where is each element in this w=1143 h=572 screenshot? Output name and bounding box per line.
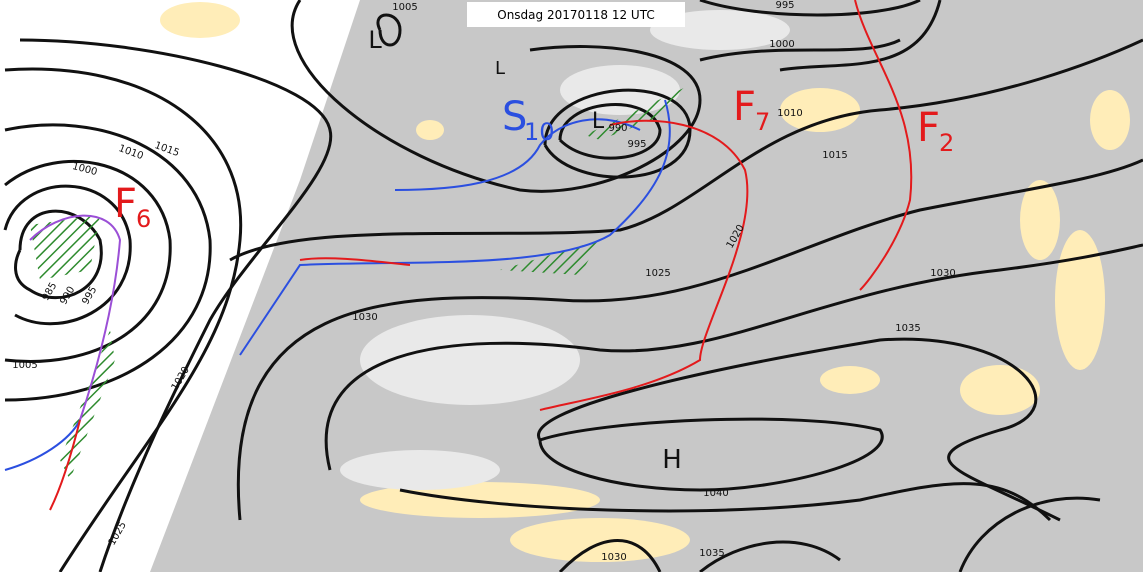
- isobar-label: 1040: [703, 488, 728, 499]
- isobar-label: 1030: [352, 312, 377, 323]
- isobar-label: 1015: [822, 150, 847, 161]
- isobar-label: 1005: [392, 2, 417, 13]
- pressure-center: L: [368, 26, 382, 54]
- outside-domain: [0, 0, 360, 572]
- isobars: [3, 0, 1143, 572]
- isobar-label: 1010: [777, 108, 802, 119]
- isobar-label: 1035: [699, 548, 724, 559]
- front-index: 7: [755, 108, 770, 136]
- isobar-label: 995: [627, 139, 646, 150]
- map-title: Onsdag 20170118 12 UTC: [497, 8, 654, 22]
- land: [160, 2, 1130, 562]
- isobar-label: 1030: [601, 552, 626, 563]
- front-index: 6: [136, 205, 151, 233]
- front-label: S: [502, 94, 527, 140]
- fronts: [4, 0, 913, 511]
- isobar-label: 1030: [930, 268, 955, 279]
- isobar-label: 1005: [12, 360, 37, 371]
- front-label: F: [114, 181, 137, 227]
- isobar-label: 1000: [769, 39, 794, 50]
- pressure-center: H: [662, 445, 682, 475]
- isobar-label: 995: [775, 0, 794, 11]
- pressure-center: L: [495, 58, 505, 79]
- isobar-label: 1025: [645, 268, 670, 279]
- isobar-label: 1035: [895, 323, 920, 334]
- front-index: 10: [524, 118, 555, 146]
- title-box: [467, 2, 685, 27]
- pressure-center: L: [592, 109, 605, 134]
- front-label: F: [733, 84, 756, 130]
- front-index: 2: [939, 129, 954, 157]
- isobar-label: 990: [608, 123, 627, 134]
- front-label: F: [917, 105, 940, 151]
